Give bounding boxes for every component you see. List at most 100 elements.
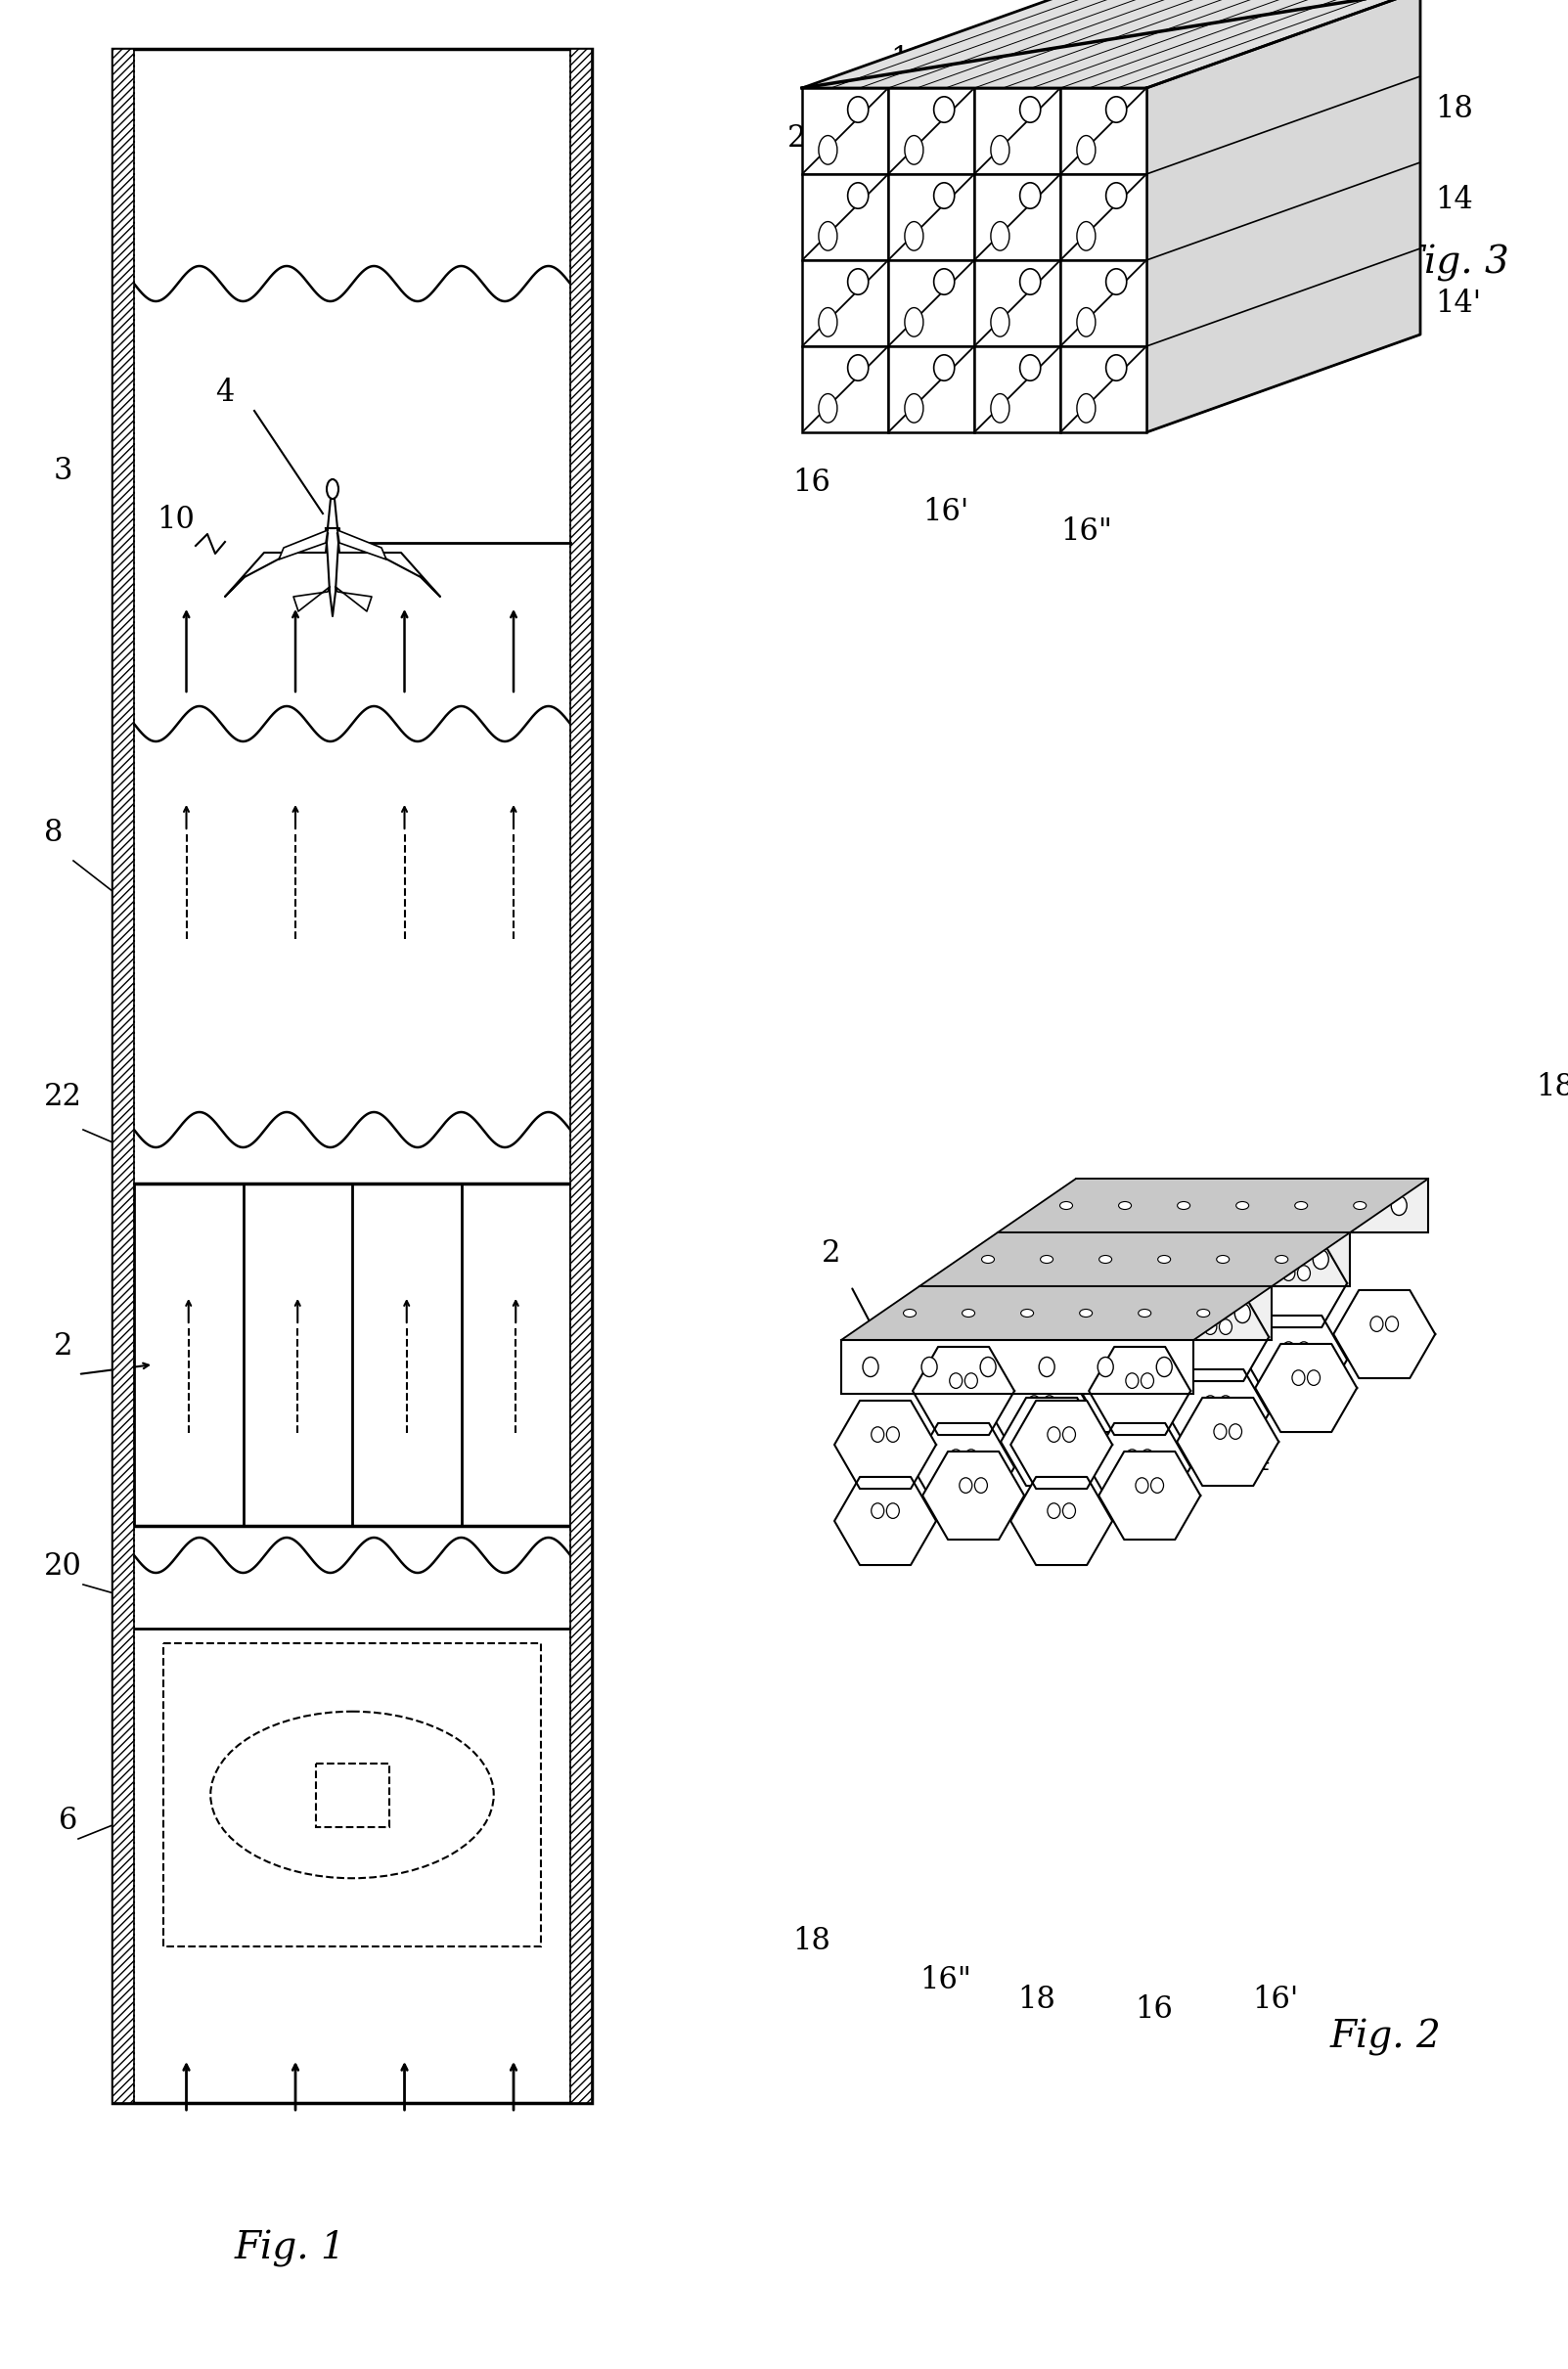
Ellipse shape	[818, 223, 837, 251]
Bar	[163, 1644, 541, 1947]
Polygon shape	[913, 1348, 1014, 1436]
Ellipse shape	[1297, 1265, 1311, 1282]
Ellipse shape	[905, 223, 924, 251]
Polygon shape	[922, 1452, 1024, 1540]
Ellipse shape	[1234, 1303, 1250, 1322]
Ellipse shape	[1157, 1256, 1171, 1263]
Ellipse shape	[1195, 1317, 1207, 1331]
Polygon shape	[834, 1400, 936, 1488]
Ellipse shape	[1126, 1450, 1138, 1464]
Ellipse shape	[1151, 1478, 1163, 1492]
Ellipse shape	[1135, 1478, 1148, 1492]
Ellipse shape	[872, 1504, 884, 1519]
Ellipse shape	[1215, 1196, 1231, 1215]
Ellipse shape	[326, 479, 339, 500]
Polygon shape	[1245, 1239, 1347, 1327]
Text: 16': 16'	[1253, 1985, 1298, 2016]
Polygon shape	[1069, 1239, 1171, 1327]
Bar	[887, 346, 974, 431]
Ellipse shape	[1105, 97, 1127, 123]
Ellipse shape	[1308, 1369, 1320, 1386]
Ellipse shape	[1105, 268, 1127, 294]
Ellipse shape	[1178, 1201, 1190, 1211]
Ellipse shape	[1220, 1320, 1232, 1334]
Ellipse shape	[1295, 1201, 1308, 1211]
Ellipse shape	[1156, 1196, 1171, 1215]
Text: Fig. 1: Fig. 1	[235, 2232, 347, 2267]
Ellipse shape	[1079, 1248, 1093, 1270]
Ellipse shape	[1019, 1248, 1035, 1270]
Ellipse shape	[1275, 1256, 1287, 1263]
Ellipse shape	[848, 182, 869, 208]
Ellipse shape	[1027, 1395, 1041, 1412]
Ellipse shape	[1273, 1196, 1289, 1215]
Ellipse shape	[1121, 1265, 1134, 1282]
Polygon shape	[1099, 1452, 1201, 1540]
Polygon shape	[336, 588, 372, 611]
Ellipse shape	[1386, 1317, 1399, 1331]
Ellipse shape	[1077, 308, 1096, 336]
Text: 2: 2	[787, 123, 806, 154]
Ellipse shape	[1204, 1395, 1217, 1412]
Ellipse shape	[964, 1374, 977, 1388]
Ellipse shape	[905, 135, 924, 163]
Ellipse shape	[1196, 1310, 1210, 1317]
Text: 3: 3	[53, 455, 72, 486]
Ellipse shape	[1121, 1341, 1134, 1357]
Polygon shape	[1167, 1369, 1269, 1457]
Text: 16': 16'	[922, 497, 969, 528]
Ellipse shape	[1052, 1424, 1066, 1440]
Ellipse shape	[950, 1450, 963, 1464]
Ellipse shape	[1157, 1357, 1173, 1376]
Bar	[113, 50, 133, 2104]
Bar	[887, 88, 974, 173]
Bar	[803, 88, 887, 173]
Polygon shape	[834, 1476, 936, 1566]
Polygon shape	[337, 531, 386, 559]
Ellipse shape	[1116, 1369, 1129, 1386]
Ellipse shape	[1333, 1196, 1348, 1215]
Ellipse shape	[1079, 1310, 1093, 1317]
Polygon shape	[919, 1232, 1350, 1286]
Ellipse shape	[1105, 182, 1127, 208]
Ellipse shape	[1220, 1395, 1232, 1412]
Ellipse shape	[1137, 1248, 1152, 1270]
Polygon shape	[1157, 1291, 1259, 1379]
Ellipse shape	[1126, 1374, 1138, 1388]
Polygon shape	[1011, 1476, 1112, 1566]
Polygon shape	[293, 588, 329, 611]
Polygon shape	[997, 1180, 1428, 1232]
Ellipse shape	[1077, 223, 1096, 251]
Ellipse shape	[818, 135, 837, 163]
Ellipse shape	[935, 97, 955, 123]
Ellipse shape	[818, 393, 837, 422]
Ellipse shape	[941, 1303, 956, 1322]
Text: 10: 10	[157, 505, 194, 535]
Text: 20: 20	[44, 1552, 82, 1582]
Ellipse shape	[1019, 182, 1041, 208]
Polygon shape	[224, 533, 328, 597]
Polygon shape	[1088, 1348, 1190, 1436]
Polygon shape	[1245, 1315, 1347, 1402]
Polygon shape	[337, 533, 441, 597]
Text: 16": 16"	[1060, 516, 1112, 547]
Text: 18: 18	[1018, 1985, 1055, 2016]
Ellipse shape	[1105, 1341, 1118, 1357]
Polygon shape	[991, 1293, 1093, 1381]
Bar	[803, 173, 887, 261]
Ellipse shape	[1098, 1357, 1113, 1376]
Polygon shape	[279, 531, 328, 559]
Bar	[1060, 88, 1146, 173]
Ellipse shape	[1142, 1374, 1154, 1388]
Ellipse shape	[982, 1256, 994, 1263]
Bar	[315, 1763, 389, 1826]
Ellipse shape	[905, 308, 924, 336]
Polygon shape	[913, 1424, 1014, 1511]
Ellipse shape	[818, 308, 837, 336]
Bar	[1060, 173, 1146, 261]
Ellipse shape	[975, 1478, 988, 1492]
Text: 16": 16"	[919, 1966, 971, 1995]
Text: 14': 14'	[1435, 289, 1482, 320]
Polygon shape	[991, 1369, 1093, 1457]
Ellipse shape	[1099, 1256, 1112, 1263]
